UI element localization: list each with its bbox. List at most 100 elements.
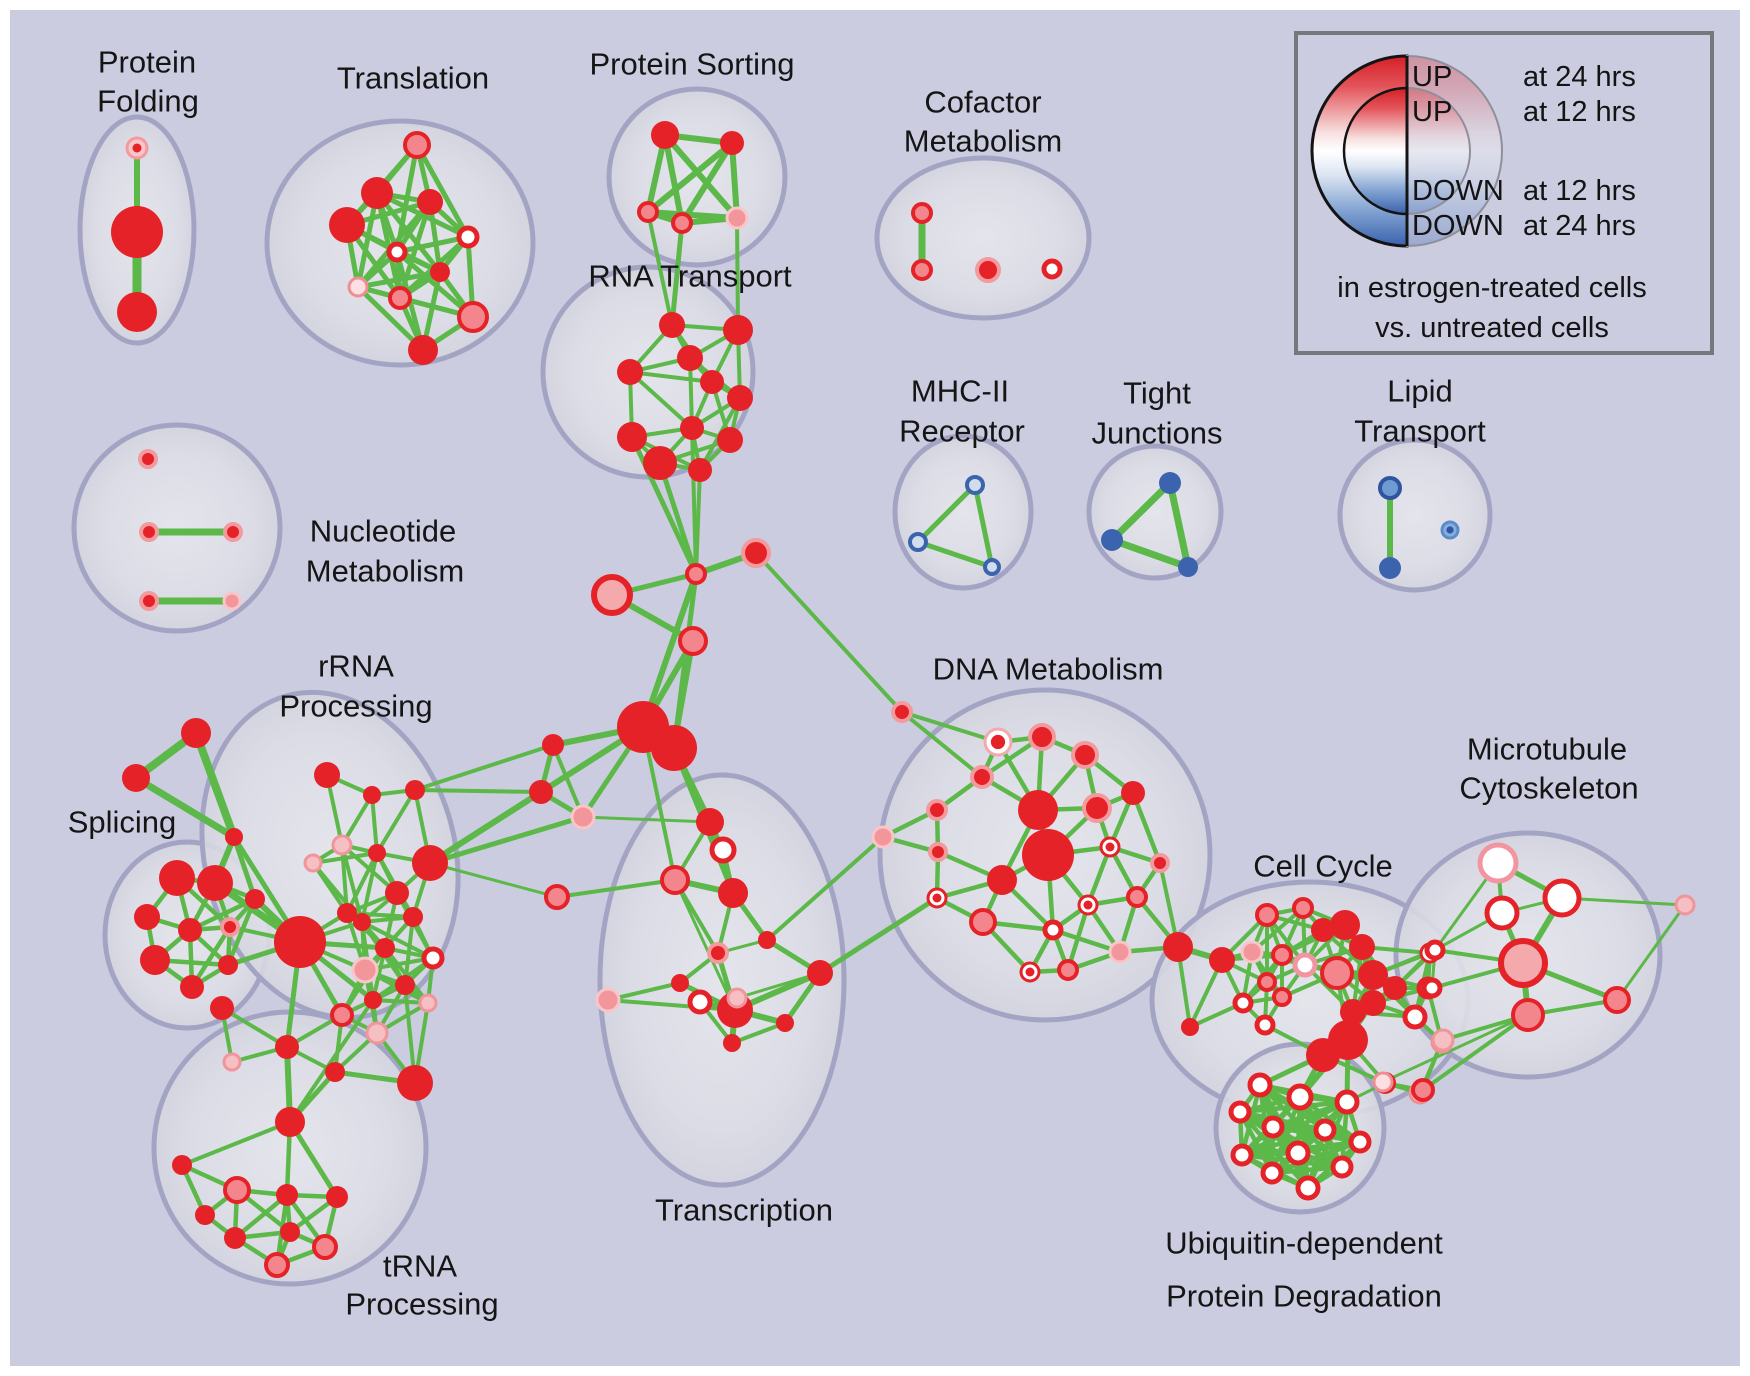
network-edge [765, 835, 885, 942]
network-node [1431, 1028, 1455, 1052]
cluster-label-cofactor-metabolism: Metabolism [904, 124, 1063, 159]
network-node [758, 931, 776, 949]
cluster-label-tight-junctions: Junctions [1092, 416, 1223, 451]
cluster-label-mhc-ii-receptor: MHC-II [911, 374, 1009, 409]
network-node [220, 917, 240, 937]
network-node [651, 121, 679, 149]
network-node [718, 878, 748, 908]
network-node [140, 945, 170, 975]
cluster-label-trna-processing: Processing [345, 1287, 498, 1322]
network-node [312, 1234, 338, 1260]
network-node [280, 1222, 300, 1242]
network-node [1230, 1143, 1254, 1167]
network-node [807, 960, 833, 986]
network-edge [1239, 1127, 1328, 1158]
cluster-label-rrna-processing: Processing [279, 689, 432, 724]
network-node [368, 844, 386, 862]
network-edge [370, 793, 379, 855]
network-edge [657, 460, 699, 577]
network-node [926, 799, 948, 821]
network-node [1209, 947, 1235, 973]
network-node [264, 1252, 290, 1278]
network-node [1257, 972, 1277, 992]
network-node [1108, 940, 1132, 964]
network-edge [555, 878, 677, 899]
cluster-ellipse-mhc-ii-receptor [892, 433, 1034, 591]
network-node [403, 907, 423, 927]
network-node-core [1025, 967, 1035, 977]
network-edge [360, 920, 435, 960]
cluster-label-microtubule-cytoskeleton: Microtubule [1467, 732, 1627, 767]
network-node [1477, 842, 1519, 884]
cluster-label-protein-folding: Protein [98, 45, 196, 80]
network-node [111, 206, 163, 258]
network-node [223, 1176, 251, 1204]
network-node [687, 989, 713, 1015]
network-edge [231, 834, 258, 902]
network-node [180, 975, 204, 999]
cluster-label-ubiquitin-degradation: Protein Degradation [1166, 1279, 1442, 1314]
network-node [1340, 999, 1366, 1025]
network-node-core [990, 734, 1006, 750]
network-node [643, 446, 677, 480]
network-node [1150, 853, 1170, 873]
network-edge [427, 814, 586, 866]
legend-note: in estrogen-treated cells [1337, 272, 1647, 304]
cluster-label-protein-folding: Folding [97, 84, 199, 119]
network-edge [1615, 903, 1687, 1002]
network-edge [413, 743, 555, 792]
network-node [696, 808, 724, 836]
network-node-core [1083, 900, 1093, 910]
network-node [1349, 934, 1375, 960]
network-node [138, 449, 158, 469]
network-node [983, 558, 1001, 576]
network-node-core [132, 143, 142, 153]
network-node [1330, 910, 1360, 940]
network-node [412, 845, 448, 881]
network-node [225, 828, 243, 846]
network-node [969, 908, 997, 936]
network-node [1240, 940, 1264, 964]
network-node [1228, 1100, 1252, 1124]
network-edge [669, 220, 685, 328]
network-node [1334, 1089, 1360, 1115]
network-node [1411, 1078, 1435, 1102]
network-node [688, 458, 712, 482]
network-edge [1108, 479, 1174, 544]
network-node [1255, 903, 1279, 927]
network-node [1330, 1155, 1354, 1179]
network-node [741, 538, 771, 568]
network-node [1511, 998, 1545, 1032]
network-edge [645, 140, 735, 215]
network-edge [662, 132, 685, 226]
network-node [1285, 1140, 1311, 1166]
network-node [1313, 1118, 1337, 1142]
network-node [326, 1186, 348, 1208]
network-edge [730, 1021, 787, 1045]
network-edge [606, 998, 737, 1012]
legend-time-label: at 24 hrs [1523, 210, 1636, 242]
network-node [134, 904, 160, 930]
cluster-label-protein-sorting: Protein Sorting [589, 47, 794, 82]
network-node [1402, 1004, 1428, 1030]
cluster-label-mhc-ii-receptor: Receptor [899, 414, 1025, 449]
network-node [417, 189, 443, 215]
network-node [975, 257, 1001, 283]
network-node [456, 225, 480, 249]
cluster-label-ubiquitin-degradation: Ubiquitin-dependent [1165, 1226, 1443, 1261]
network-node [987, 865, 1017, 895]
network-node [1379, 557, 1401, 579]
network-node [276, 1184, 298, 1206]
network-node [1484, 895, 1520, 931]
network-edge [180, 1120, 292, 1167]
network-node [1260, 1161, 1284, 1185]
network-node [678, 626, 708, 656]
network-node [1320, 956, 1354, 990]
network-node [223, 522, 243, 542]
network-node [1271, 944, 1293, 966]
network-node [1247, 1072, 1273, 1098]
network-node [375, 938, 395, 958]
network-node [329, 207, 365, 243]
cluster-label-rna-transport: RNA Transport [588, 259, 792, 294]
